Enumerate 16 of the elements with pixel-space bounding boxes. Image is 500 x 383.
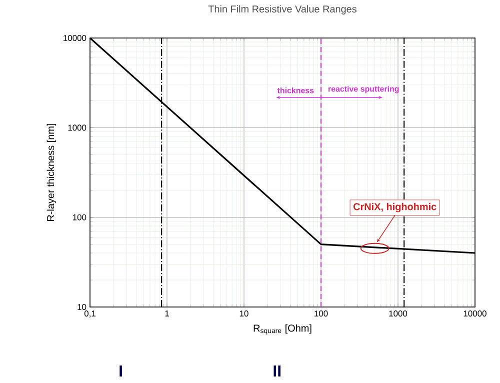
x-tick-label: 0,1 (84, 310, 96, 318)
x-tick-label: 1000 (389, 310, 408, 317)
annotation: CrNiX, highohmic (353, 202, 436, 212)
x-tick-label: 1 (165, 310, 169, 316)
chart-title: Thin Film Resistive Value Ranges (208, 5, 356, 14)
y-axis-title: R-layer thickness [nm] (46, 124, 56, 221)
x-tick-label: 10000 (464, 310, 486, 317)
x-tick-label: 10 (240, 310, 248, 317)
y-tick-label: 1000 (68, 124, 86, 131)
x-axis-title: R$_{square}$ [Ohm] (254, 324, 312, 335)
y-tick-label: 10 (78, 304, 86, 310)
y-tick-label: 100 (72, 214, 86, 220)
x-tick-label: 100 (314, 310, 328, 317)
y-tick-label: 10000 (64, 35, 86, 41)
text: I (120, 366, 122, 376)
text: II (274, 366, 280, 376)
